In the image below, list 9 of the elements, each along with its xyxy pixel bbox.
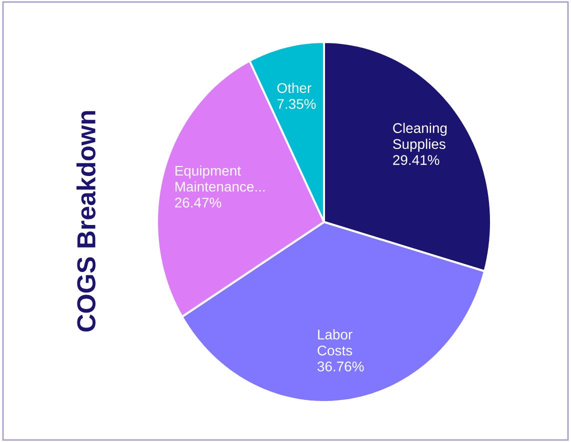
- data-label: 26.47%: [175, 198, 222, 208]
- data-label: 7.35%: [277, 99, 316, 109]
- slice-label: Cleaning Supplies: [393, 122, 447, 152]
- text: COGS Breakdown: [76, 111, 96, 332]
- slice-label: Labor Costs: [318, 329, 352, 356]
- slice-label: Equipment Maintenance...: [175, 165, 265, 192]
- data-label: 36.76%: [317, 362, 364, 372]
- data-label: 29.41%: [393, 155, 440, 165]
- slice-label: Other: [277, 82, 312, 93]
